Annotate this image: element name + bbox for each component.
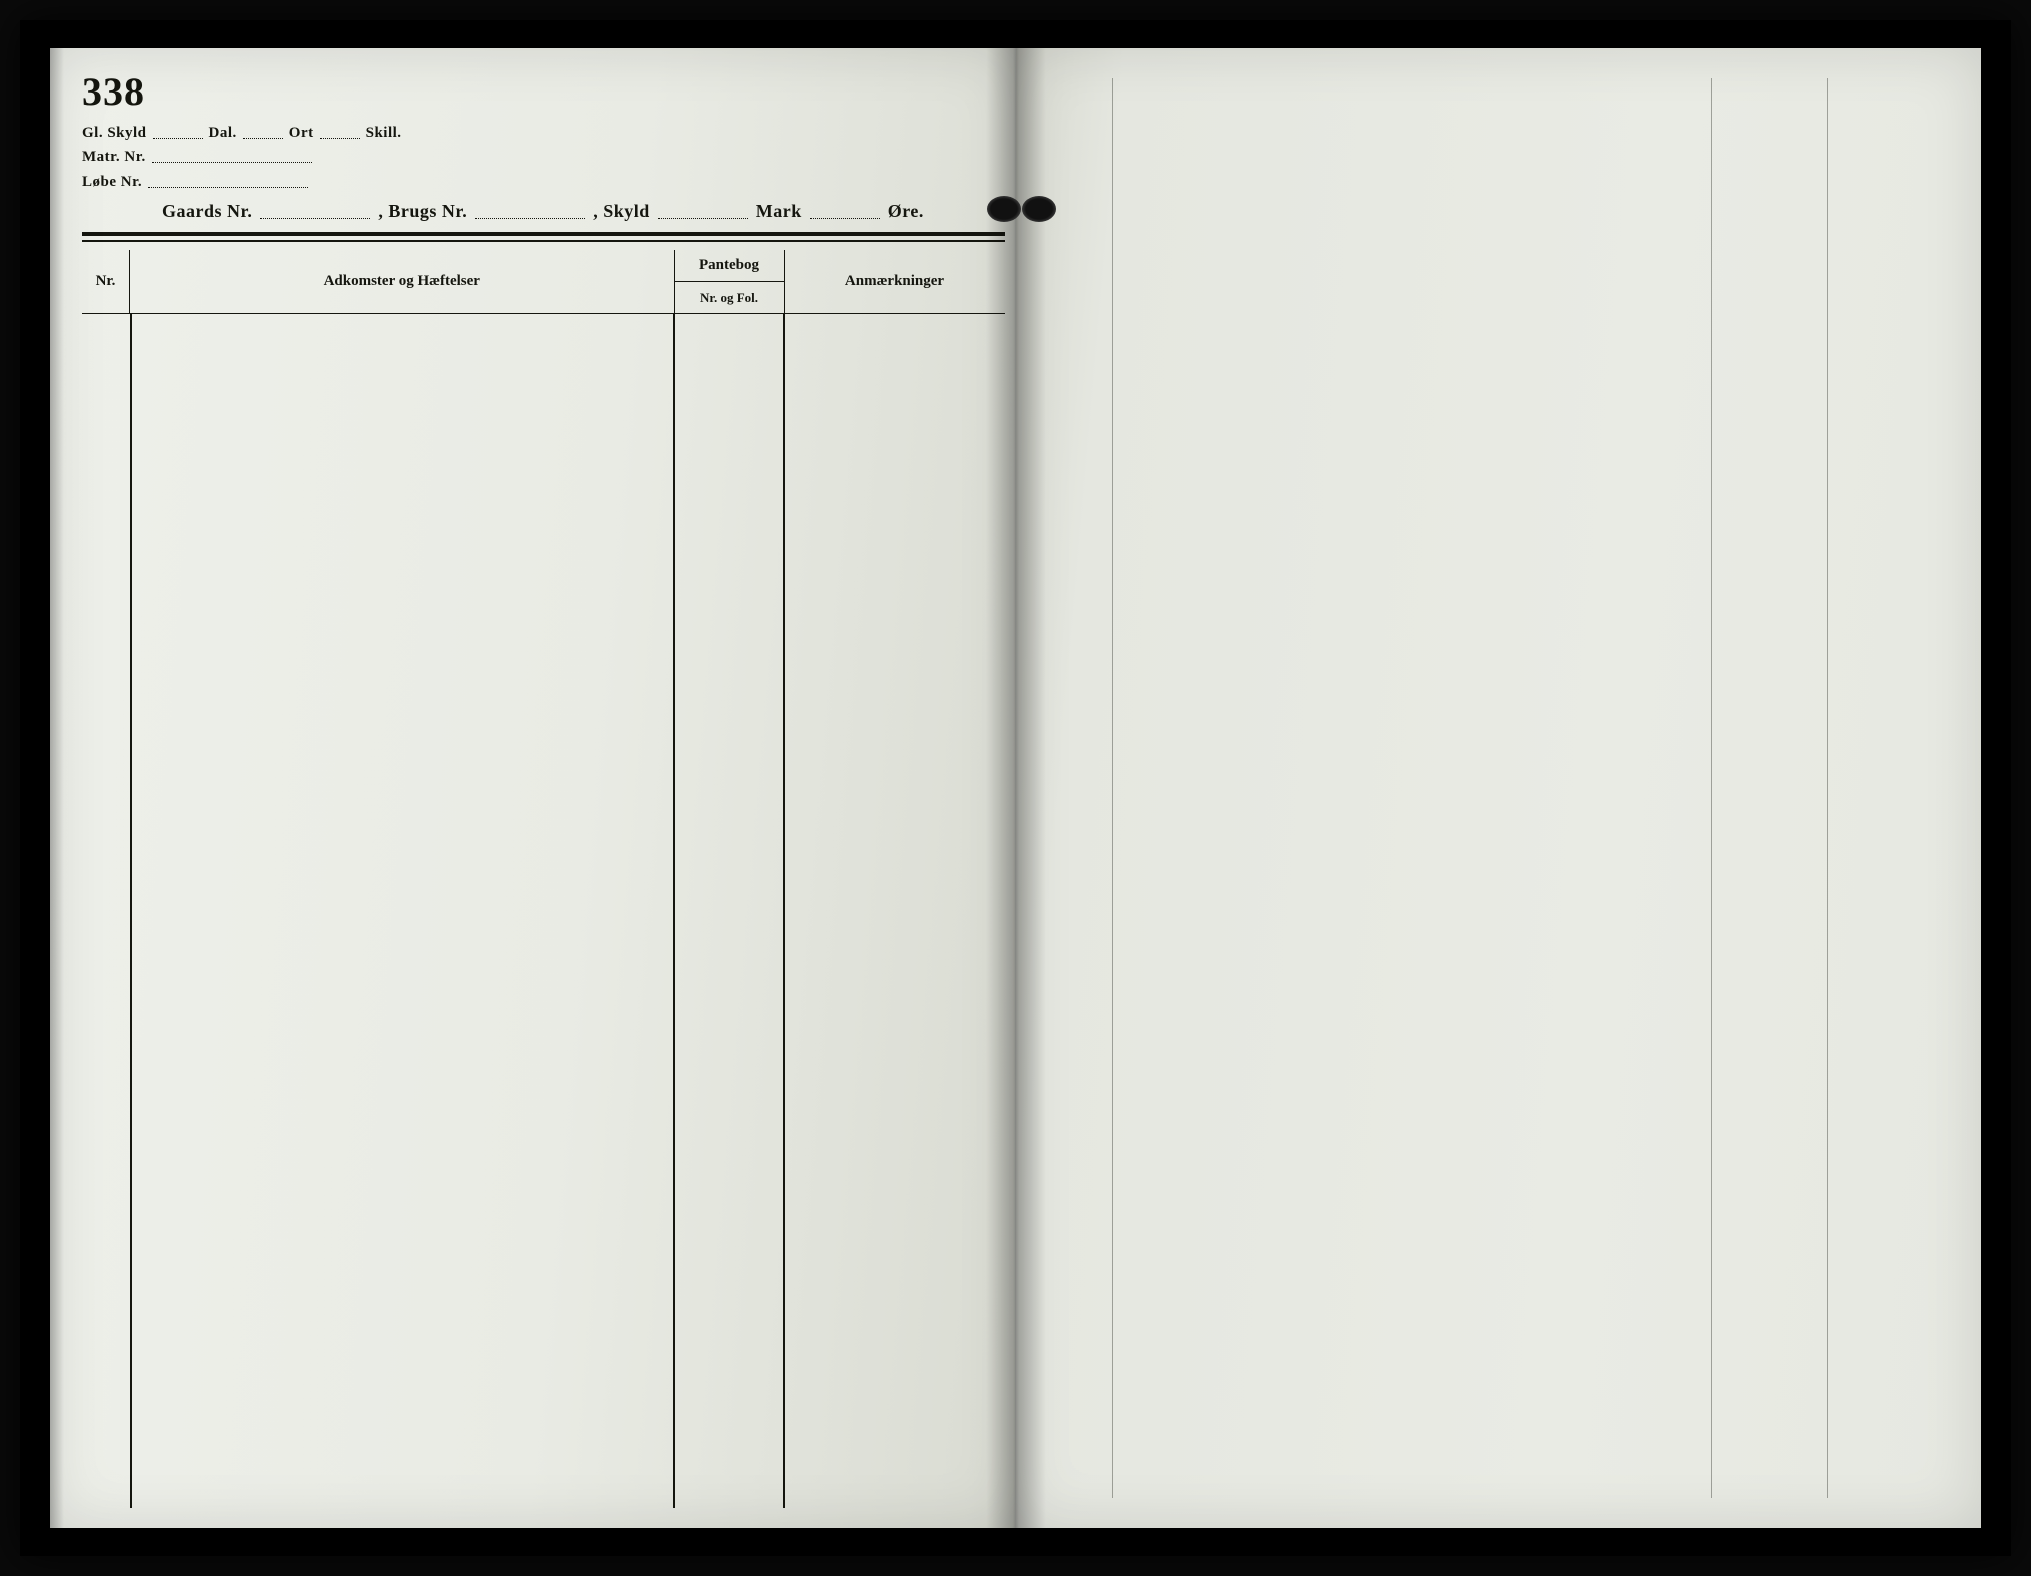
label-brugs: , Brugs Nr. <box>378 201 467 222</box>
rule-after-nr <box>130 314 132 1508</box>
label-skyld: , Skyld <box>593 201 650 222</box>
label-dal: Dal. <box>209 125 237 142</box>
col-header-pantebog: Pantebog Nr. og Fol. <box>675 250 785 313</box>
label-lobe: Løbe Nr. <box>82 174 142 191</box>
label-gl-skyld: Gl. Skyld <box>82 125 147 142</box>
label-ore: Øre. <box>888 201 924 222</box>
blank-gaards <box>260 203 370 219</box>
punch-hole-left <box>987 196 1021 222</box>
book-spread: 338 Gl. Skyld Dal. Ort Skill. Matr. Nr. <box>50 48 1981 1528</box>
binding-shadow <box>50 48 64 1528</box>
meta-block: Gl. Skyld Dal. Ort Skill. Matr. Nr. Løbe… <box>82 123 1005 191</box>
ledger-header: Nr. Adkomster og Hæftelser Pantebog Nr. … <box>82 250 1005 314</box>
scan-frame: 338 Gl. Skyld Dal. Ort Skill. Matr. Nr. <box>20 20 2011 1556</box>
right-page-rule <box>1711 78 1712 1498</box>
blank-gl-skyld <box>153 125 203 139</box>
blank-mark <box>810 203 880 219</box>
page-number: 338 <box>82 68 1005 115</box>
right-page-rule <box>1827 78 1828 1498</box>
label-matr: Matr. Nr. <box>82 149 146 166</box>
blank-skyld <box>658 203 748 219</box>
blank-brugs <box>475 203 585 219</box>
header-double-rule <box>82 232 1005 242</box>
col-header-anm: Anmærkninger <box>785 250 1005 313</box>
blank-ort <box>320 125 360 139</box>
ledger-page-right <box>1016 48 1982 1528</box>
blank-lobe <box>148 174 308 188</box>
label-mark: Mark <box>756 201 802 222</box>
ledger-body <box>82 314 1005 1508</box>
ledger-page-left: 338 Gl. Skyld Dal. Ort Skill. Matr. Nr. <box>50 48 1016 1528</box>
col-header-pantebog-top: Pantebog <box>675 250 784 282</box>
label-skill: Skill. <box>366 125 402 142</box>
ledger-table: Nr. Adkomster og Hæftelser Pantebog Nr. … <box>82 250 1005 1508</box>
gaard-line: Gaards Nr. , Brugs Nr. , Skyld Mark Øre. <box>162 201 1005 222</box>
label-ort: Ort <box>289 125 314 142</box>
blank-dal <box>243 125 283 139</box>
col-header-nr: Nr. <box>82 250 130 313</box>
right-page-rule <box>1112 78 1113 1498</box>
rule-after-adk <box>673 314 675 1508</box>
punch-hole-right <box>1022 196 1056 222</box>
col-header-pantebog-sub: Nr. og Fol. <box>675 282 784 313</box>
form-area: 338 Gl. Skyld Dal. Ort Skill. Matr. Nr. <box>82 68 1005 1508</box>
blank-matr <box>152 150 312 164</box>
col-header-adkomster: Adkomster og Hæftelser <box>130 250 675 313</box>
label-gaards: Gaards Nr. <box>162 201 252 222</box>
right-page-rulings <box>1016 78 1982 1498</box>
rule-after-pante <box>783 314 785 1508</box>
